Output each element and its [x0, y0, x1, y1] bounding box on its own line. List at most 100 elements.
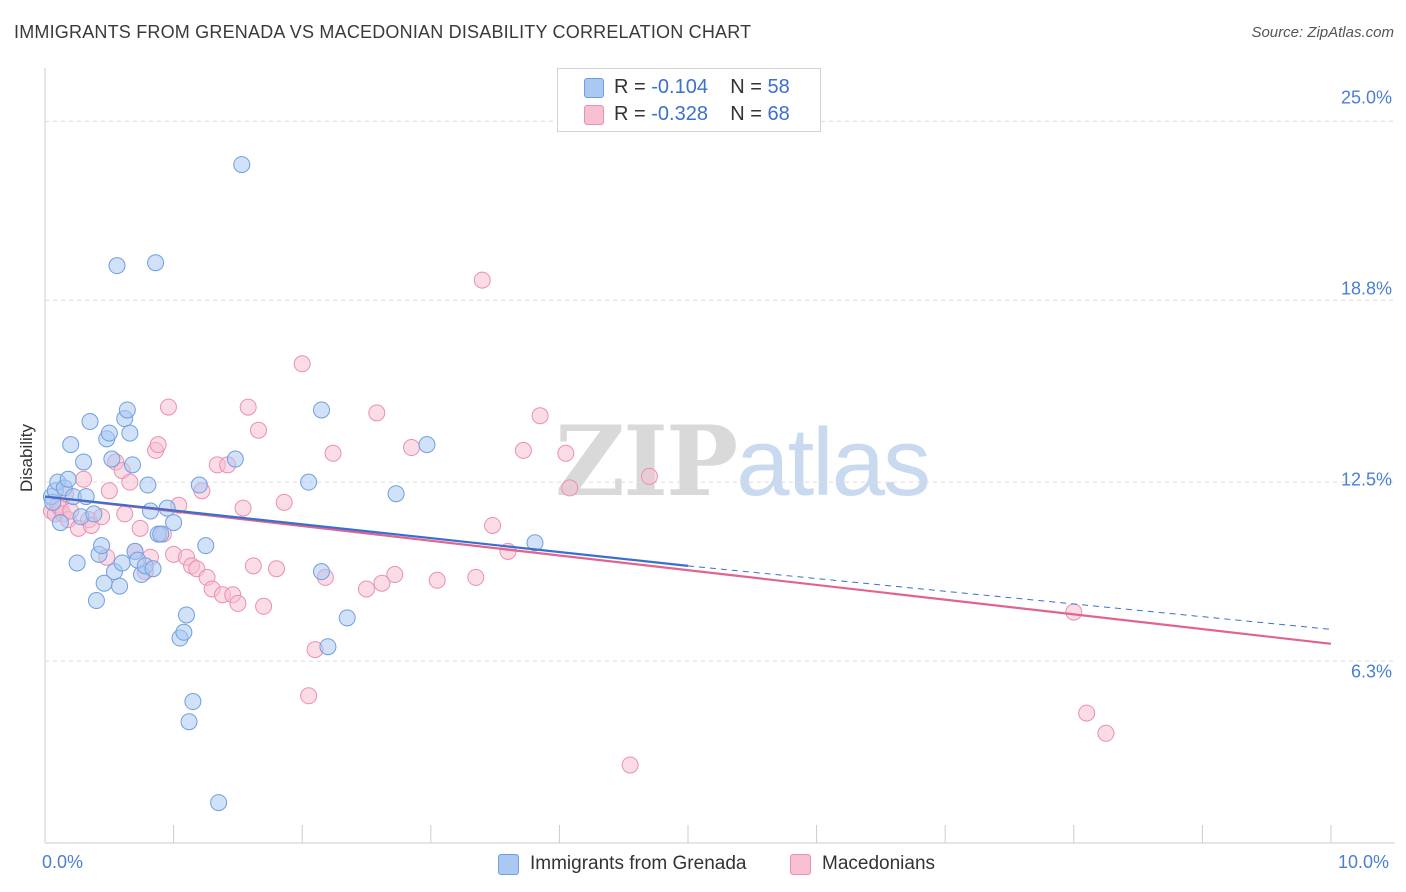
grenada-point [118, 401, 136, 419]
macedonians-point [275, 493, 293, 511]
grenada-point [180, 713, 198, 731]
macedonians-point [300, 687, 318, 705]
macedonians-point [244, 557, 262, 575]
legend-n-value: 58 [767, 76, 790, 98]
macedonians-point [358, 580, 375, 598]
grenada-point [103, 450, 121, 468]
grenada-point [113, 554, 131, 572]
macedonians-point [131, 519, 149, 537]
grenada-point [108, 257, 126, 275]
grenada-point [233, 156, 251, 174]
macedonians-point [116, 505, 134, 523]
macedonians-point [100, 482, 118, 500]
legend-n-value: 68 [767, 103, 790, 125]
legend-r-label: R = [614, 103, 652, 125]
grenada-trend-line [44, 495, 689, 567]
grenada-point [100, 424, 118, 442]
grenada-point [165, 514, 183, 532]
grenada-point [147, 254, 165, 272]
macedonians-point [324, 444, 342, 462]
macedonians-point [149, 436, 167, 454]
grenada-point [68, 554, 86, 572]
macedonians-point [561, 479, 579, 497]
macedonians-point [121, 473, 139, 491]
bottom-legend-label: Macedonians [822, 853, 936, 874]
grenada-point [62, 436, 80, 454]
macedonians-point [239, 398, 257, 416]
macedonians-point [557, 444, 575, 462]
grenada-point [144, 560, 162, 578]
grenada-point [51, 514, 69, 532]
macedonians-point [473, 271, 491, 289]
macedonians-point [267, 560, 285, 578]
x-tick-label: 10.0% [1338, 852, 1390, 872]
legend-swatch-blue [584, 78, 604, 98]
macedonians-point [428, 571, 446, 589]
macedonians-point [368, 404, 386, 422]
legend-text: R = -0.328 N = 68 [614, 101, 790, 127]
macedonians-point [1078, 704, 1096, 722]
grenada-point [175, 623, 193, 641]
grenada-point [197, 537, 215, 555]
macedonians-point [467, 568, 485, 586]
legend-n-label: N = [730, 76, 768, 98]
bottom-legend-swatch-pink [790, 854, 811, 875]
grenada-point [312, 401, 330, 419]
grenada-point [190, 476, 208, 494]
grenada-point [184, 693, 202, 711]
grenada-point [59, 470, 77, 488]
bottom-legend-label: Immigrants from Grenada [530, 853, 747, 874]
macedonians-point [1097, 724, 1115, 742]
macedonians-point [531, 407, 549, 425]
macedonians-point [249, 421, 267, 439]
macedonians-point [75, 470, 93, 488]
grenada-point [177, 606, 195, 624]
macedonians-point [514, 441, 532, 459]
grenada-point [81, 413, 99, 431]
y-axis-label: Disability [17, 423, 36, 493]
macedonians-point [373, 574, 391, 592]
grenada-point [141, 502, 159, 520]
grenada-point [226, 450, 244, 468]
macedonians-point [1065, 603, 1083, 621]
chart-title: IMMIGRANTS FROM GRENADA VS MACEDONIAN DI… [14, 22, 752, 42]
watermark-zip: ZIP [555, 405, 738, 518]
grenada-point [139, 476, 157, 494]
macedonians-point [255, 597, 273, 615]
macedonians-point [293, 355, 311, 373]
macedonians-point [621, 756, 639, 774]
macedonians-point [159, 398, 177, 416]
macedonians-point [234, 499, 252, 517]
grenada-point [85, 505, 103, 523]
source-label: Source: ZipAtlas.com [1251, 24, 1394, 41]
grenada-point [300, 473, 318, 491]
grenada-point [526, 534, 544, 552]
watermark: ZIPatlas [555, 405, 931, 518]
y-tick-label: 25.0% [1340, 87, 1392, 108]
watermark-atlas: atlas [736, 409, 931, 516]
macedonians-point [484, 516, 502, 534]
grenada-point [338, 609, 356, 627]
grenada-point [93, 537, 111, 555]
correlation-legend: R = -0.104 N = 58 R = -0.328 N = 68 [557, 68, 821, 132]
macedonians-point [229, 594, 247, 612]
grenada-point [87, 592, 105, 610]
grenada-point [123, 456, 141, 474]
grenada-point [312, 563, 330, 581]
grenada-point [387, 485, 405, 503]
y-tick-label: 12.5% [1340, 469, 1392, 490]
grenada-point [319, 638, 337, 656]
grenada-point [111, 577, 129, 595]
grenada-point [152, 525, 170, 543]
macedonians-point [386, 566, 404, 584]
grenada-point [121, 424, 139, 442]
y-tick-label: 6.3% [1350, 661, 1392, 682]
grenada-point [75, 453, 93, 471]
legend-text: R = -0.104 N = 58 [614, 74, 790, 100]
grenada-point [418, 436, 436, 454]
x-tick-label: 0.0% [42, 852, 84, 872]
legend-swatch-pink [584, 105, 604, 125]
grenada-point [210, 794, 228, 812]
grenada-trend-extension [687, 565, 1332, 630]
